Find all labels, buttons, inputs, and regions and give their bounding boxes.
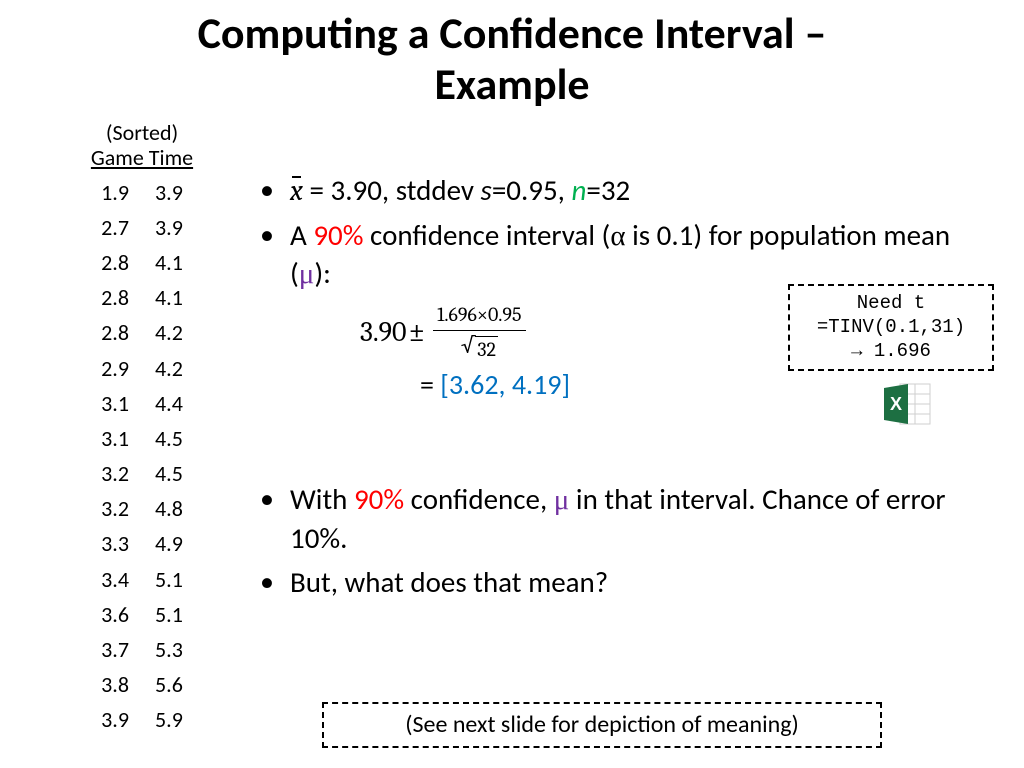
data-cell: 3.1 (101, 421, 129, 456)
page-title: Computing a Confidence Interval – Exampl… (0, 0, 1024, 109)
data-cell: 3.6 (101, 597, 129, 632)
data-cell: 1.9 (101, 175, 129, 210)
data-cell: 3.8 (101, 667, 129, 702)
data-cell: 4.9 (155, 526, 183, 561)
note-tinv: Need t =TINV(0.1,31) → 1.696 (788, 284, 994, 371)
xbar-symbol: x (290, 173, 303, 211)
data-cell: 5.3 (155, 632, 183, 667)
data-cell: 5.1 (155, 597, 183, 632)
data-cell: 2.8 (101, 245, 129, 280)
data-cell: 2.7 (101, 210, 129, 245)
data-cell: 5.6 (155, 667, 183, 702)
data-cell: 2.9 (101, 351, 129, 386)
data-cell: 2.8 (101, 315, 129, 350)
data-cell: 4.5 (155, 456, 183, 491)
data-cell: 5.9 (155, 702, 183, 737)
data-cell: 4.1 (155, 245, 183, 280)
svg-text:X: X (890, 394, 902, 414)
data-cell: 3.2 (101, 491, 129, 526)
data-cell: 3.1 (101, 386, 129, 421)
bullet-list: x = 3.90, stddev s=0.95, n=32 A 90% conf… (250, 172, 990, 602)
data-table: 1.92.72.82.82.82.93.13.13.23.23.33.43.63… (62, 175, 222, 738)
note-see-next: (See next slide for depiction of meaning… (322, 702, 882, 748)
data-cell: 4.4 (155, 386, 183, 421)
data-cell: 5.1 (155, 562, 183, 597)
data-cell: 4.2 (155, 315, 183, 350)
data-cell: 4.5 (155, 421, 183, 456)
table-header: (Sorted) Game Time (62, 120, 222, 171)
data-cell: 3.9 (101, 702, 129, 737)
data-cell: 3.4 (101, 562, 129, 597)
data-cell: 4.8 (155, 491, 183, 526)
data-cell: 3.2 (101, 456, 129, 491)
content-region: x = 3.90, stddev s=0.95, n=32 A 90% conf… (250, 172, 990, 608)
data-col-1: 1.92.72.82.82.82.93.13.13.23.23.33.43.63… (101, 175, 129, 738)
bullet-3: With 90% confidence, μ in that interval.… (250, 481, 990, 557)
title-line2: Example (434, 57, 589, 111)
title-line1: Computing a Confidence Interval – (198, 6, 827, 60)
bullet-1: x = 3.90, stddev s=0.95, n=32 (250, 172, 990, 211)
bullet-4: But, what does that mean? (250, 564, 990, 602)
table-header-line2: Game Time (62, 145, 222, 170)
excel-icon: X (882, 380, 934, 428)
data-cell: 4.2 (155, 351, 183, 386)
data-cell: 3.7 (101, 632, 129, 667)
table-header-line1: (Sorted) (62, 120, 222, 145)
fraction: 1.696×0.95 √32 (433, 302, 525, 363)
data-cell: 2.8 (101, 280, 129, 315)
data-cell: 3.3 (101, 526, 129, 561)
data-table-region: (Sorted) Game Time 1.92.72.82.82.82.93.1… (62, 120, 222, 738)
data-cell: 3.9 (155, 210, 183, 245)
data-cell: 3.9 (155, 175, 183, 210)
data-cell: 4.1 (155, 280, 183, 315)
data-col-2: 3.93.94.14.14.24.24.44.54.54.84.95.15.15… (155, 175, 183, 738)
